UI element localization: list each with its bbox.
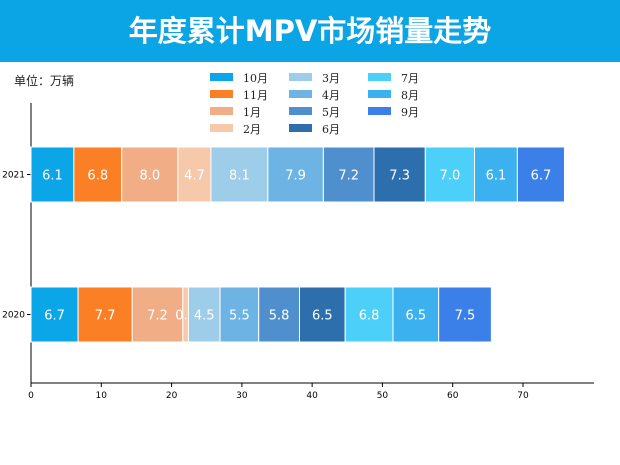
bar-segment bbox=[474, 146, 518, 203]
x-tick-label: 0 bbox=[28, 391, 34, 401]
data-label: 8.0 bbox=[139, 169, 160, 184]
unit-label: 单位：万辆 bbox=[14, 74, 75, 88]
data-label: 7.3 bbox=[389, 169, 410, 184]
bar-segment bbox=[438, 286, 492, 343]
legend-label: 6月 bbox=[322, 123, 340, 136]
bar-segment bbox=[131, 286, 184, 343]
legend-label: 5月 bbox=[322, 106, 340, 119]
bar-segment bbox=[77, 286, 133, 343]
bar-segment bbox=[219, 286, 260, 343]
bar-segment bbox=[210, 146, 269, 203]
data-label: 8.1 bbox=[229, 169, 250, 184]
data-label: 7.9 bbox=[285, 169, 306, 184]
bar-segment bbox=[258, 286, 300, 343]
x-tick-label: 60 bbox=[447, 391, 459, 401]
data-label: 5.8 bbox=[269, 309, 290, 324]
x-tick-label: 20 bbox=[166, 391, 178, 401]
legend-swatch bbox=[210, 124, 233, 132]
legend-label: 7月 bbox=[401, 72, 419, 85]
data-label: 4.5 bbox=[194, 309, 215, 324]
data-label: 6.7 bbox=[531, 169, 552, 184]
legend-label: 8月 bbox=[401, 89, 419, 102]
data-label: 7.2 bbox=[338, 169, 359, 184]
chart-title: 年度累计MPV市场销量走势 bbox=[0, 0, 620, 62]
data-label: 6.8 bbox=[87, 169, 108, 184]
legend-swatch bbox=[368, 90, 391, 98]
data-label: 7.0 bbox=[440, 169, 461, 184]
legend-swatch bbox=[210, 107, 233, 115]
bar-segment bbox=[424, 146, 476, 203]
x-tick-label: 50 bbox=[377, 391, 389, 401]
data-label: 7.7 bbox=[95, 309, 116, 324]
legend-label: 11月 bbox=[243, 89, 268, 102]
legend-swatch bbox=[289, 73, 312, 81]
legend-swatch bbox=[289, 90, 312, 98]
data-label: 6.1 bbox=[42, 169, 63, 184]
x-tick-label: 70 bbox=[517, 391, 529, 401]
data-label: 6.7 bbox=[44, 309, 65, 324]
legend-label: 2月 bbox=[243, 123, 261, 136]
legend-label: 9月 bbox=[401, 106, 419, 119]
data-label: 6.8 bbox=[359, 309, 380, 324]
legend-label: 4月 bbox=[322, 89, 340, 102]
legend-label: 3月 bbox=[322, 72, 340, 85]
legend-swatch bbox=[368, 73, 391, 81]
bar-segment bbox=[187, 286, 221, 343]
legend-swatch bbox=[368, 107, 391, 115]
data-label: 5.5 bbox=[229, 309, 250, 324]
data-label: 6.5 bbox=[312, 309, 333, 324]
bar-segment bbox=[30, 286, 79, 343]
data-label: 6.1 bbox=[486, 169, 507, 184]
y-tick-label: 2021 bbox=[2, 171, 25, 181]
legend-swatch bbox=[289, 107, 312, 115]
bar-segment bbox=[322, 146, 375, 203]
data-label: 4.7 bbox=[184, 169, 205, 184]
data-label: 7.2 bbox=[147, 309, 168, 324]
bar-segment bbox=[373, 146, 426, 203]
bar-segment bbox=[298, 286, 346, 343]
y-tick-label: 2020 bbox=[2, 311, 25, 321]
legend-label: 10月 bbox=[243, 72, 268, 85]
bar-segment bbox=[121, 146, 179, 203]
bar-segment bbox=[177, 146, 212, 203]
x-tick-label: 40 bbox=[306, 391, 318, 401]
bar-segment bbox=[73, 146, 123, 203]
legend-swatch bbox=[210, 90, 233, 98]
legend-swatch bbox=[210, 73, 233, 81]
x-tick-label: 30 bbox=[236, 391, 248, 401]
bar-segment bbox=[267, 146, 324, 203]
data-label: 6.5 bbox=[405, 309, 426, 324]
legend-label: 1月 bbox=[243, 106, 261, 119]
legend-swatch bbox=[289, 124, 312, 132]
x-tick-label: 10 bbox=[96, 391, 108, 401]
data-label: 7.5 bbox=[455, 309, 476, 324]
bar-segment bbox=[516, 146, 565, 203]
bar-segment bbox=[30, 146, 75, 203]
